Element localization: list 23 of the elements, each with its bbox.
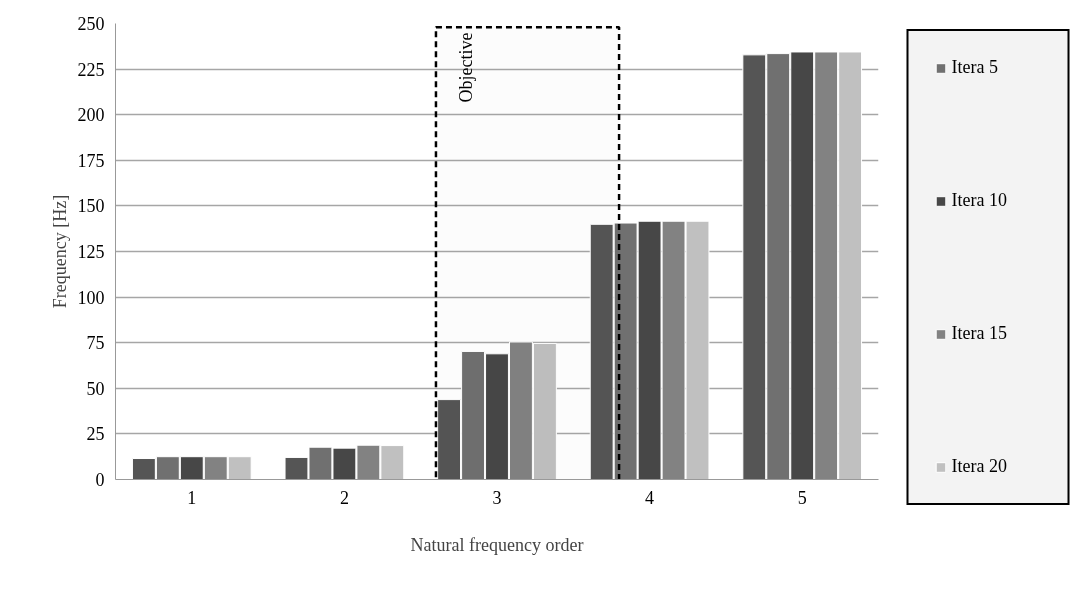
x-tick-label: 5: [797, 487, 807, 508]
y-tick-label: 175: [77, 150, 105, 171]
y-tick-label: 200: [77, 105, 105, 126]
y-tick-label: 225: [77, 59, 105, 80]
y-tick-label: 100: [77, 287, 105, 308]
x-tick-label: 1: [187, 487, 197, 508]
y-tick-label: 125: [77, 242, 105, 262]
x-tick-label: 4: [645, 487, 655, 508]
y-axis-title: Frequency [Hz]: [49, 194, 70, 309]
y-tick-label: 25: [86, 424, 105, 445]
legend-label: Itera 10: [951, 190, 1008, 211]
y-tick-label: 75: [86, 333, 105, 354]
legend-label: Itera 5: [951, 57, 999, 78]
x-tick-label: 2: [339, 487, 349, 508]
y-tick-label: 150: [77, 196, 105, 217]
y-tick-label: 250: [77, 14, 105, 34]
legend-label: Itera 15: [951, 323, 1008, 344]
x-axis-title: Natural frequency order: [410, 534, 584, 555]
x-tick-label: 3: [492, 487, 502, 508]
legend-label: Itera 20: [951, 456, 1008, 477]
y-tick-label: 0: [95, 470, 105, 490]
band-label: Objective: [456, 32, 477, 103]
y-tick-label: 50: [86, 378, 105, 399]
